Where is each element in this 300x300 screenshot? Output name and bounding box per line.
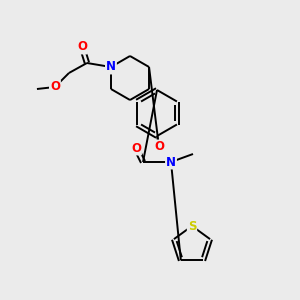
Text: S: S <box>188 220 196 232</box>
Text: O: O <box>131 142 141 154</box>
Text: O: O <box>50 80 60 94</box>
Text: N: N <box>166 155 176 169</box>
Text: O: O <box>77 40 87 53</box>
Text: O: O <box>154 140 164 154</box>
Text: N: N <box>106 61 116 74</box>
